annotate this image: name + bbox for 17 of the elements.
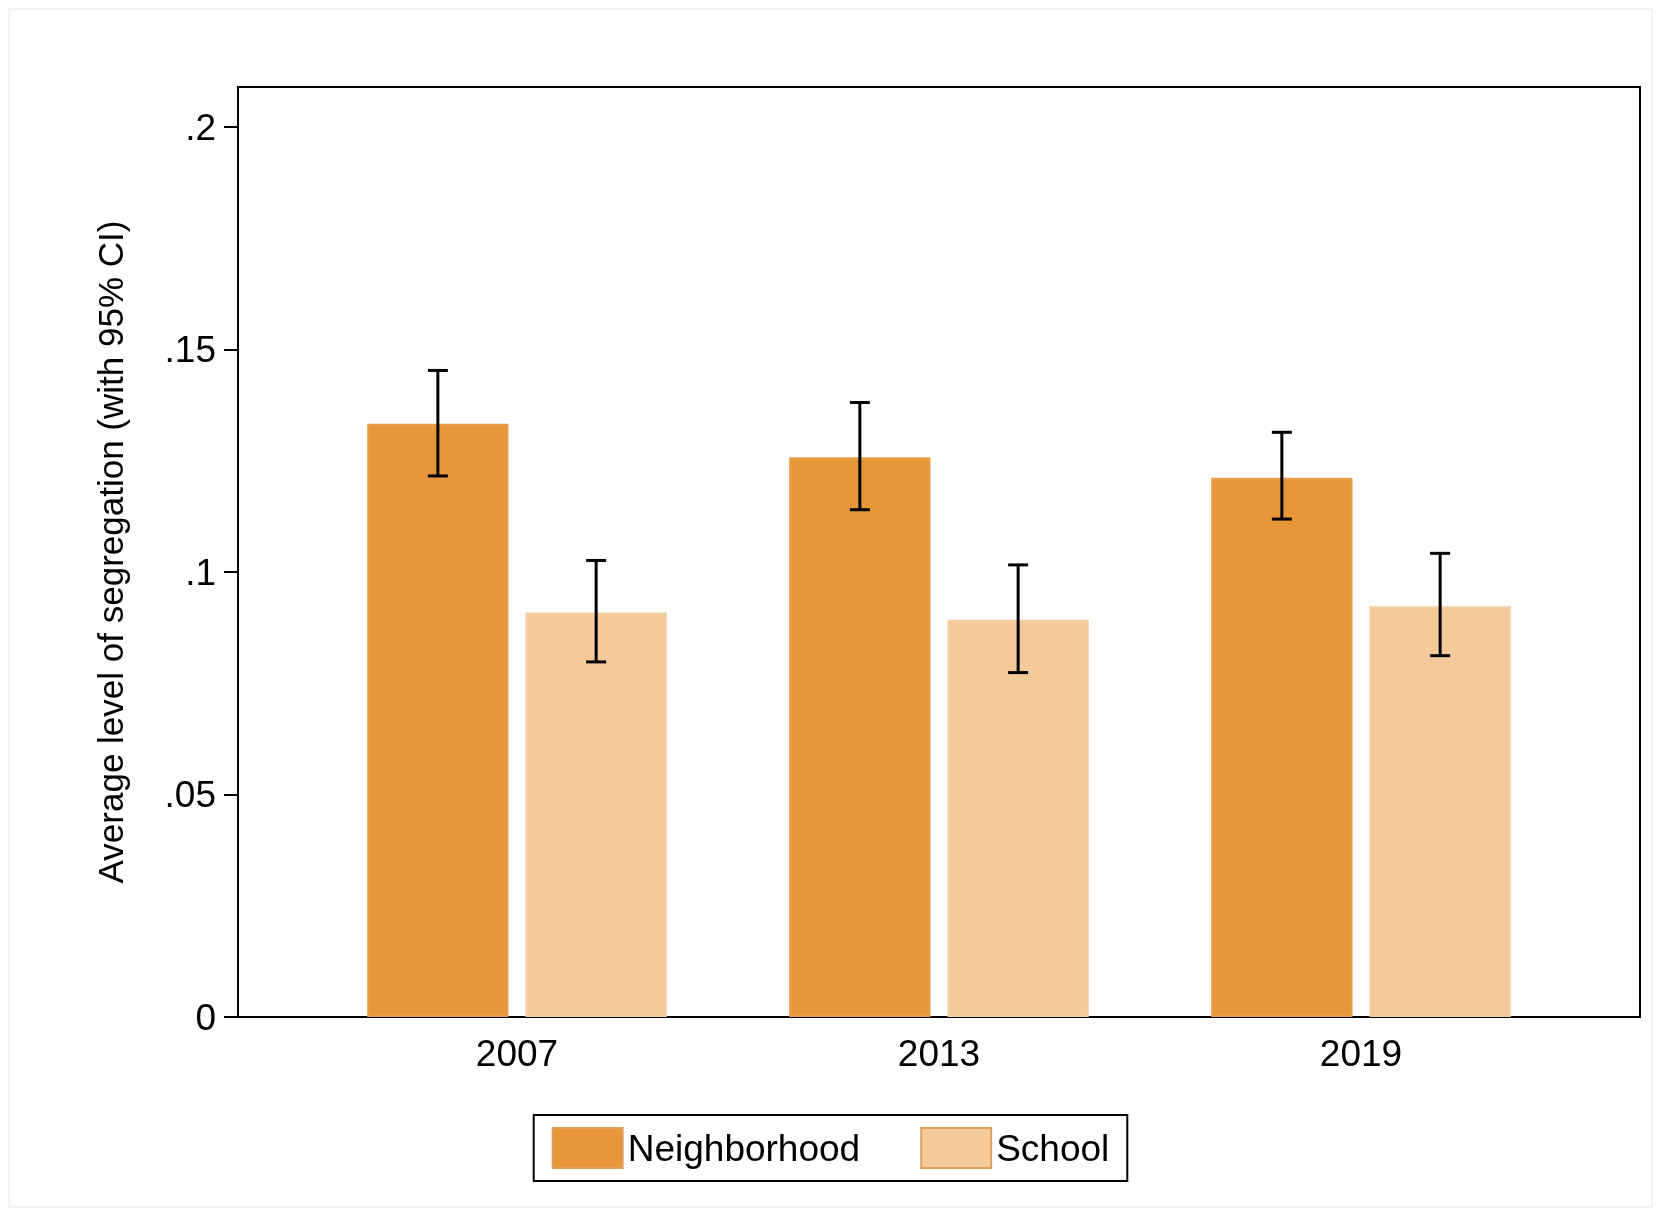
- y-tick-label: .05: [164, 774, 216, 816]
- y-tick-label: .1: [185, 551, 216, 593]
- legend-label: School: [996, 1127, 1110, 1169]
- y-tick-label: .15: [164, 329, 216, 371]
- bar: [1211, 477, 1353, 1017]
- x-tick-label: 2013: [897, 1033, 981, 1074]
- bar: [525, 612, 667, 1017]
- x-tick-label: 2007: [475, 1033, 559, 1074]
- bar: [789, 457, 931, 1017]
- y-tick-label: 0: [195, 996, 216, 1038]
- bar: [1369, 606, 1511, 1017]
- x-tick-label: 2019: [1319, 1033, 1403, 1074]
- bar: [367, 423, 509, 1017]
- y-tick-label: .2: [185, 106, 216, 148]
- bar: [947, 619, 1089, 1017]
- legend-label: Neighborhood: [627, 1127, 861, 1169]
- y-axis-title: Average level of segregation (with 95% CI): [91, 220, 130, 884]
